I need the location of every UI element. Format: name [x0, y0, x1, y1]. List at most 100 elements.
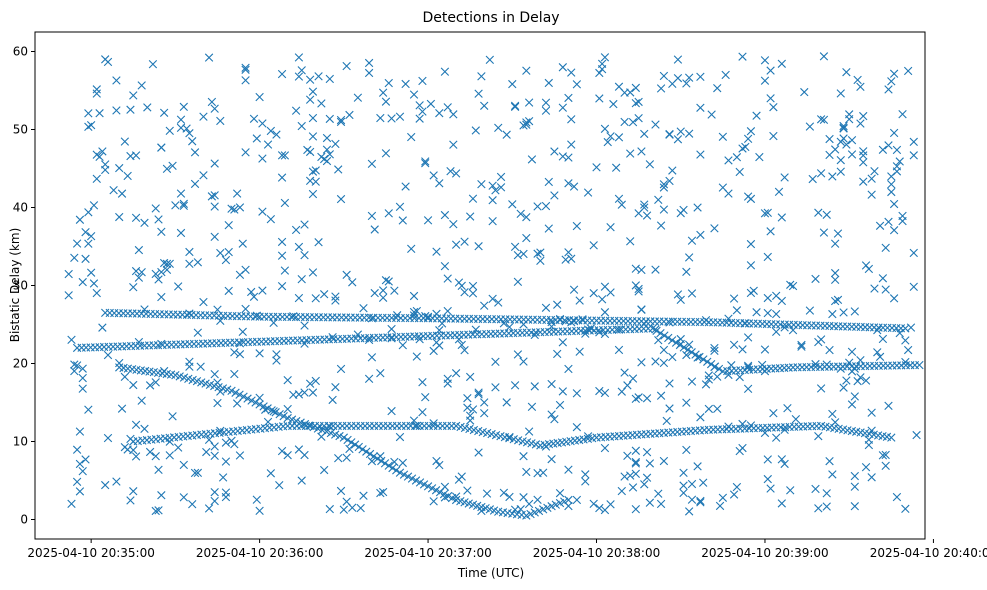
data-point — [345, 110, 354, 120]
data-point — [435, 108, 444, 118]
x-axis-label: Time (UTC) — [457, 566, 524, 580]
data-point — [724, 370, 733, 380]
data-point — [154, 506, 163, 515]
data-point — [261, 405, 270, 414]
data-point — [628, 483, 638, 492]
data-point — [656, 391, 666, 400]
data-point — [536, 256, 545, 265]
data-point — [151, 452, 160, 461]
data-point — [92, 89, 101, 98]
data-point — [283, 375, 292, 385]
data-point — [774, 187, 784, 197]
data-point — [75, 487, 85, 496]
data-point — [364, 374, 374, 384]
data-point — [704, 375, 714, 384]
data-point — [407, 474, 417, 483]
data-point — [176, 115, 186, 124]
data-point — [300, 339, 309, 348]
data-point — [772, 327, 781, 337]
data-point — [895, 157, 904, 166]
data-point — [339, 505, 349, 514]
data-point — [682, 79, 691, 88]
data-point — [878, 145, 888, 154]
data-point — [272, 350, 281, 359]
data-point — [889, 69, 899, 78]
data-point — [407, 244, 416, 253]
data-point — [137, 396, 146, 405]
data-point — [173, 282, 183, 291]
data-point — [64, 291, 73, 300]
data-point — [519, 493, 528, 502]
data-point — [297, 274, 306, 284]
data-point — [606, 288, 615, 297]
data-point — [654, 195, 663, 204]
data-point — [266, 126, 276, 136]
data-point — [440, 67, 450, 76]
data-point — [583, 432, 593, 441]
data-point — [889, 294, 899, 303]
data-point — [589, 241, 598, 250]
data-point — [777, 499, 787, 508]
data-point — [729, 490, 739, 499]
data-point — [75, 215, 85, 224]
data-point — [334, 165, 343, 174]
data-point — [277, 69, 287, 79]
data-point — [67, 335, 76, 344]
data-point — [331, 292, 340, 301]
data-point — [637, 265, 646, 275]
data-point — [642, 448, 652, 457]
data-point — [258, 207, 267, 216]
data-point — [769, 408, 778, 418]
data-point — [443, 274, 452, 283]
data-point — [569, 182, 579, 191]
data-point — [297, 476, 306, 485]
data-point — [659, 183, 669, 192]
data-point — [668, 352, 677, 362]
data-point — [668, 166, 677, 175]
data-point — [331, 139, 340, 149]
data-point — [766, 484, 775, 493]
data-point — [769, 102, 778, 112]
data-point — [884, 85, 893, 94]
data-point — [421, 393, 430, 402]
data-point — [822, 489, 831, 498]
data-point — [277, 173, 287, 182]
data-point — [696, 413, 705, 422]
data-point — [558, 152, 568, 161]
data-point — [117, 404, 127, 413]
data-point — [134, 273, 144, 282]
data-point — [300, 388, 309, 397]
data-point — [435, 326, 444, 335]
data-point — [258, 286, 267, 295]
data-point — [325, 150, 334, 159]
data-point — [305, 379, 315, 388]
data-point — [895, 328, 904, 338]
data-point — [168, 412, 177, 421]
data-point — [743, 134, 753, 144]
data-point — [415, 334, 424, 344]
data-point — [856, 82, 865, 92]
data-point — [519, 452, 528, 461]
data-point — [364, 58, 374, 68]
data-point — [550, 147, 559, 156]
data-point — [129, 283, 138, 292]
data-point — [743, 361, 753, 370]
data-point — [151, 269, 160, 279]
data-point — [112, 106, 121, 115]
data-point — [572, 221, 582, 231]
data-point — [126, 496, 135, 505]
data-point — [786, 280, 795, 289]
data-point — [210, 191, 219, 200]
data-markers — [64, 52, 924, 520]
data-point — [656, 499, 666, 509]
data-point — [269, 318, 278, 328]
data-point — [463, 393, 472, 403]
data-point — [583, 325, 593, 334]
data-point — [291, 225, 301, 235]
data-point — [743, 363, 753, 372]
data-point — [816, 335, 826, 344]
data-point — [463, 486, 472, 495]
data-point — [423, 216, 433, 225]
data-point — [421, 311, 430, 321]
data-point — [367, 159, 377, 168]
